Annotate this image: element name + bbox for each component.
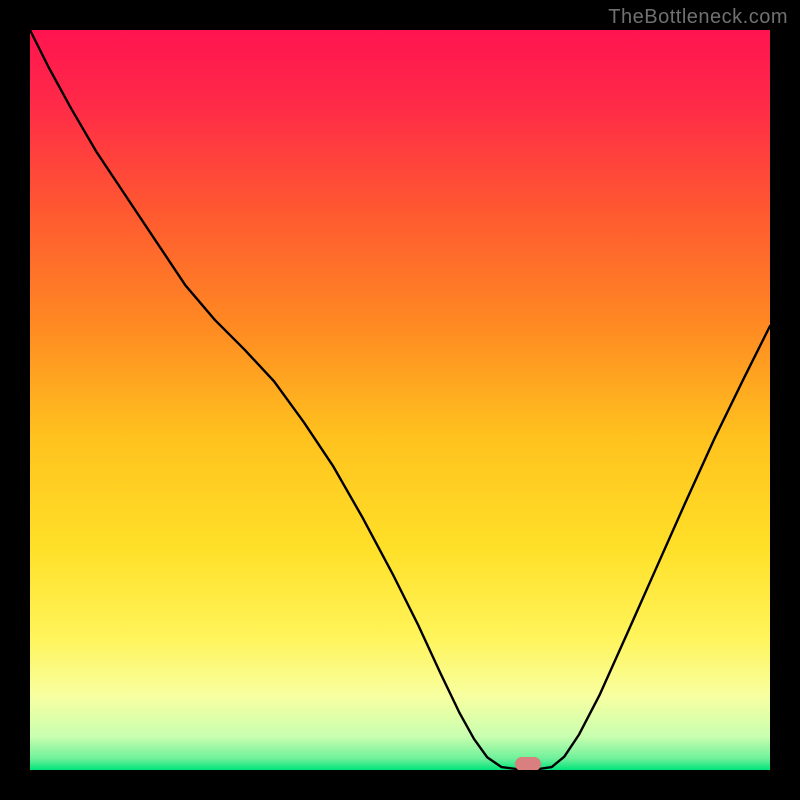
plot-area (30, 30, 770, 770)
bottleneck-curve (30, 30, 770, 770)
optimal-marker (515, 757, 541, 770)
watermark-text: TheBottleneck.com (608, 6, 788, 29)
